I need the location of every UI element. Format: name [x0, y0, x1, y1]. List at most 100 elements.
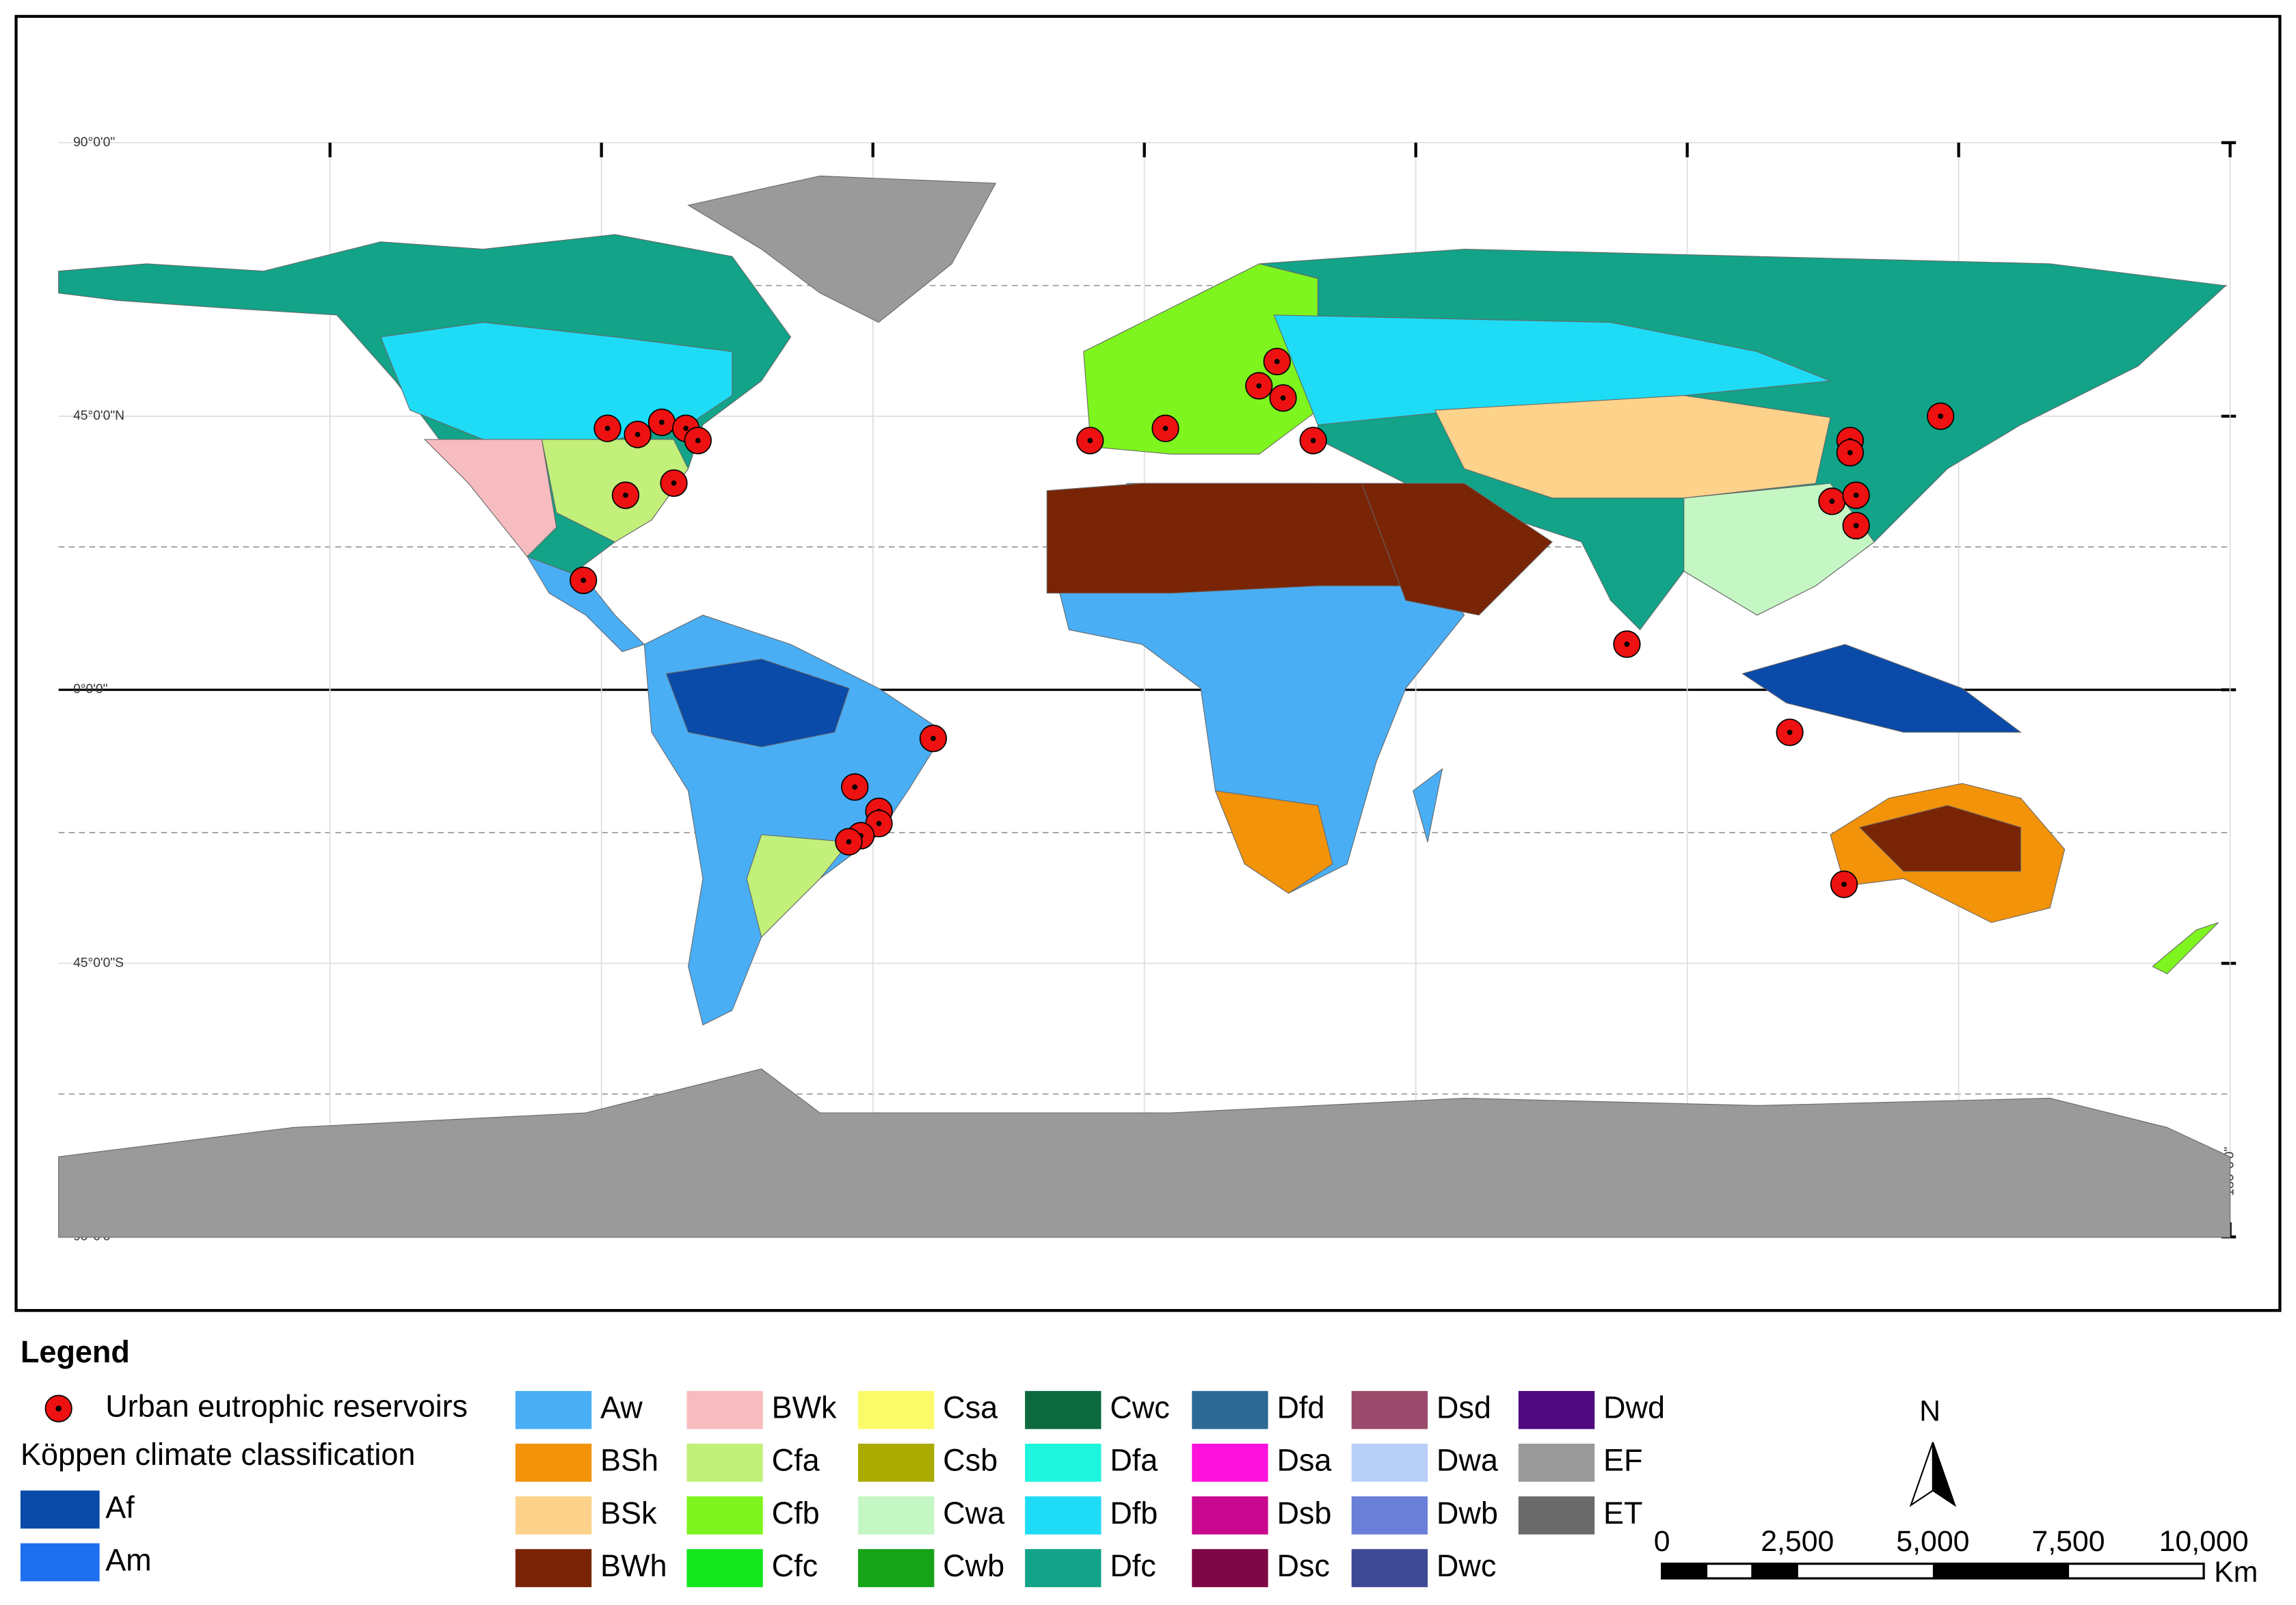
lat-tick-label: 0°0'0"	[73, 682, 108, 697]
reservoir-dot	[695, 437, 701, 444]
legend-swatch	[1351, 1444, 1428, 1482]
reservoir-dot	[1087, 437, 1093, 444]
legend-swatch	[1025, 1549, 1102, 1587]
legend-label: Dwd	[1603, 1390, 1665, 1425]
legend-label: Cwb	[943, 1548, 1004, 1583]
reservoir-dot	[1256, 383, 1262, 389]
lat-tick-label: 45°0'0"N	[73, 409, 124, 423]
reservoir-dot	[1162, 425, 1169, 431]
reservoir-dot	[671, 480, 677, 486]
legend-title: Legend	[21, 1334, 130, 1369]
scale-label: 10,000	[2159, 1525, 2249, 1558]
lat-tick-label: 45°0'0"S	[73, 956, 124, 970]
scale-bar	[1661, 1442, 2205, 1580]
legend-swatch	[857, 1444, 935, 1482]
legend-swatch	[1518, 1390, 1595, 1429]
legend-swatch	[1025, 1444, 1102, 1482]
scale-labels: 0 2,500 5,000 7,500 10,000	[1654, 1525, 2249, 1558]
legend-swatch	[1351, 1390, 1428, 1429]
legend-label: BWh	[600, 1548, 667, 1583]
legend-swatch	[515, 1549, 592, 1587]
scale-unit: Km	[2214, 1556, 2258, 1589]
reservoir-dot	[1847, 450, 1853, 456]
map-frame	[14, 14, 2282, 1312]
reservoir-dot	[1938, 414, 1944, 419]
reservoir-dot	[580, 578, 587, 583]
reservoir-dot	[659, 419, 665, 425]
reservoir-dot	[846, 839, 852, 845]
legend-swatch	[686, 1444, 763, 1482]
legend-swatch	[1351, 1496, 1428, 1535]
reservoir-dot	[1841, 881, 1847, 887]
legend-swatch	[515, 1444, 592, 1482]
reservoir-dot	[1624, 641, 1630, 647]
reservoir-dot	[1274, 358, 1280, 364]
legend-classes: Af Am Aw BSh BSk BWh BWk Cfa Cfb Cfc Csa Csb Cwa Cwb C…	[20, 1390, 1665, 1587]
legend-label: BSk	[600, 1496, 657, 1530]
reservoir-dot	[931, 736, 936, 742]
reservoir-dot	[1280, 395, 1286, 401]
legend-label: Cwa	[943, 1496, 1005, 1530]
legend-swatch	[1192, 1549, 1268, 1587]
legend-swatch	[686, 1549, 763, 1587]
legend-label: BSh	[600, 1443, 658, 1478]
legend-label: Af	[105, 1489, 135, 1524]
legend-label: Dsa	[1277, 1443, 1332, 1478]
reservoir-dot	[1853, 523, 1859, 528]
scale-label: 0	[1654, 1525, 1670, 1558]
legend-label: Dsb	[1277, 1496, 1331, 1530]
legend-swatch	[1025, 1390, 1102, 1429]
legend-section-title: Köppen climate classification	[21, 1437, 415, 1472]
reservoir-dot	[635, 431, 641, 437]
legend-swatch	[1192, 1390, 1268, 1429]
legend-label: Cfc	[772, 1548, 818, 1583]
north-label: N	[1919, 1394, 1940, 1427]
reservoir-dot	[623, 492, 628, 498]
legend-label: Am	[105, 1542, 151, 1577]
legend-swatch	[1518, 1496, 1595, 1535]
reservoir-points	[570, 347, 1955, 898]
legend-swatch	[515, 1390, 592, 1429]
reservoir-dot	[1310, 437, 1316, 444]
legend-swatch	[686, 1496, 763, 1535]
legend-label: Cfb	[772, 1496, 820, 1530]
scale-label: 7,500	[2031, 1525, 2105, 1558]
legend-label: BWk	[772, 1390, 837, 1425]
reservoir-dot	[1853, 492, 1859, 498]
legend-label: Dfa	[1110, 1443, 1158, 1478]
legend-label: Csa	[943, 1390, 998, 1425]
legend-label: Dsd	[1437, 1390, 1491, 1425]
legend-swatch	[1351, 1549, 1428, 1587]
legend-label: Cwc	[1110, 1390, 1169, 1425]
legend-swatch	[1518, 1444, 1595, 1482]
legend-swatch	[686, 1390, 763, 1429]
legend-swatch	[857, 1496, 935, 1535]
legend-label: EF	[1603, 1443, 1642, 1478]
lat-tick-label: 90°0'0"	[73, 135, 115, 150]
legend-swatch	[1192, 1444, 1268, 1482]
reservoir-dot	[1829, 498, 1835, 504]
legend-label: Cfa	[772, 1443, 820, 1478]
legend-label: Dwc	[1437, 1548, 1496, 1583]
reservoir-dot	[604, 425, 611, 431]
legend-point-label: Urban eutrophic reservoirs	[105, 1388, 468, 1423]
legend-swatch	[20, 1543, 100, 1582]
scale-label: 2,500	[1761, 1525, 1834, 1558]
reservoir-dot	[683, 425, 689, 431]
legend-swatch	[515, 1496, 592, 1535]
legend-label: Dwb	[1437, 1496, 1498, 1530]
legend-label: Dfc	[1110, 1548, 1156, 1583]
legend-swatch	[1192, 1496, 1268, 1535]
legend-point-dot	[55, 1405, 62, 1412]
legend-swatch	[857, 1549, 935, 1587]
legend-label: Dfb	[1110, 1496, 1158, 1530]
legend-swatch	[20, 1490, 100, 1529]
legend-label: ET	[1603, 1496, 1642, 1530]
reservoir-dot	[1787, 729, 1793, 736]
reservoir-dot	[852, 784, 858, 790]
reservoir-dot	[876, 820, 882, 826]
legend-swatch	[1025, 1496, 1102, 1535]
legend-label: Dfd	[1277, 1390, 1324, 1425]
legend-swatch	[857, 1390, 935, 1429]
